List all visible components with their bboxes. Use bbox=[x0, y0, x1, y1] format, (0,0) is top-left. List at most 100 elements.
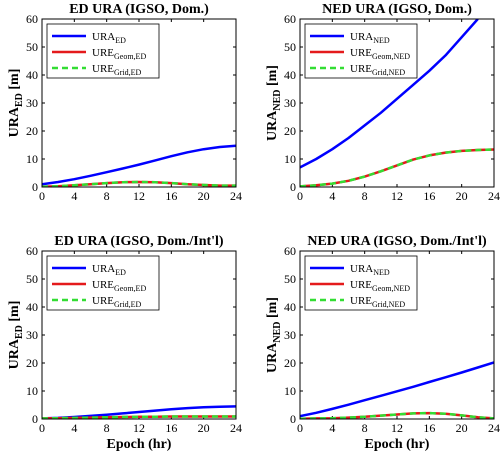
y-tick-label: 40 bbox=[26, 300, 38, 314]
x-tick-label: 12 bbox=[391, 421, 403, 435]
y-tick-label: 20 bbox=[284, 124, 296, 138]
series-line-1 bbox=[300, 19, 479, 169]
axes-box bbox=[41, 250, 237, 420]
y-tick-label: 50 bbox=[284, 272, 296, 286]
chart-panel-4: NED URA (IGSO, Dom./Int'l) 0 4 8 12 16 20 24 0 10… bbox=[265, 234, 500, 452]
legend-entry: UREGeom,NED bbox=[350, 47, 410, 61]
series-group bbox=[42, 144, 236, 187]
y-tick-label: 40 bbox=[26, 68, 38, 82]
legend-entry: UREGrid,ED bbox=[92, 63, 142, 77]
x-tick-label: 0 bbox=[39, 421, 45, 435]
y-tick-label: 0 bbox=[32, 412, 38, 426]
x-tick-label: 16 bbox=[165, 421, 177, 435]
legend-entry: UREGeom,NED bbox=[350, 279, 410, 293]
y-tick-label: 30 bbox=[26, 328, 38, 342]
x-tick-label: 8 bbox=[104, 421, 110, 435]
y-tick-label: 40 bbox=[284, 300, 296, 314]
series-line-3 bbox=[42, 180, 236, 187]
y-tick-label: 0 bbox=[290, 412, 296, 426]
chart-title: NED URA (IGSO, Dom./Int'l) bbox=[307, 234, 487, 249]
y-tick-label: 60 bbox=[26, 244, 38, 258]
y-tick-label: 30 bbox=[284, 328, 296, 342]
x-tick-label: 24 bbox=[230, 421, 242, 435]
legend-entry: URAED bbox=[92, 263, 126, 277]
x-tick-label: 0 bbox=[39, 189, 45, 203]
y-tick-label: 10 bbox=[284, 384, 296, 398]
y-tick-label: 30 bbox=[284, 96, 296, 110]
legend-entry: UREGrid,ED bbox=[92, 295, 142, 309]
axes-box bbox=[41, 18, 237, 188]
series-line-3 bbox=[42, 415, 236, 419]
x-tick-label: 4 bbox=[71, 421, 77, 435]
x-tick-label: 24 bbox=[230, 189, 242, 203]
chart-title: NED URA (IGSO, Dom.) bbox=[322, 2, 472, 17]
series-group bbox=[42, 405, 236, 419]
chart-panel-1: ED URA (IGSO, Dom.) 0 4 8 12 16 20 24 0 10 20 30 40 5… bbox=[7, 2, 242, 203]
x-tick-label: 12 bbox=[133, 421, 145, 435]
legend-entry: URANED bbox=[350, 31, 390, 45]
series-line-1 bbox=[42, 144, 236, 186]
x-tick-label: 0 bbox=[297, 189, 303, 203]
y-tick-label: 50 bbox=[26, 272, 38, 286]
y-tick-label: 40 bbox=[284, 68, 296, 82]
x-tick-label: 20 bbox=[198, 189, 210, 203]
x-tick-label: 16 bbox=[423, 421, 435, 435]
x-tick-label: 4 bbox=[329, 421, 335, 435]
series-line-3 bbox=[300, 411, 494, 419]
x-tick-label: 8 bbox=[104, 189, 110, 203]
y-tick-label: 60 bbox=[284, 244, 296, 258]
axes-box bbox=[299, 250, 495, 420]
x-tick-label: 4 bbox=[71, 189, 77, 203]
series-group bbox=[300, 361, 494, 419]
y-axis-label: URAED [m] bbox=[7, 301, 25, 370]
y-axis-label: URAED [m] bbox=[7, 69, 25, 138]
x-tick-label: 20 bbox=[198, 421, 210, 435]
y-tick-label: 20 bbox=[26, 356, 38, 370]
y-tick-label: 50 bbox=[284, 40, 296, 54]
chart-panel-2: NED URA (IGSO, Dom.) 0 4 8 12 16 20 24 0 10 20 30 40… bbox=[265, 2, 500, 203]
y-tick-label: 20 bbox=[284, 356, 296, 370]
x-tick-label: 4 bbox=[329, 189, 335, 203]
y-tick-label: 0 bbox=[32, 180, 38, 194]
legend-entry: UREGeom,ED bbox=[92, 279, 146, 293]
x-tick-label: 12 bbox=[133, 189, 145, 203]
y-tick-label: 30 bbox=[26, 96, 38, 110]
legend: URAED UREGeom,ED UREGrid,ED bbox=[46, 23, 160, 79]
legend: URANED UREGeom,NED UREGrid,NED bbox=[304, 255, 418, 311]
chart-panel-3: ED URA (IGSO, Dom./Int'l) 0 4 8 12 16 20 24 0 10 2… bbox=[7, 234, 242, 452]
x-axis-label: Epoch (hr) bbox=[365, 437, 430, 452]
x-tick-label: 20 bbox=[456, 421, 468, 435]
chart-title: ED URA (IGSO, Dom./Int'l) bbox=[54, 234, 224, 249]
series-line-1 bbox=[300, 361, 494, 418]
x-tick-label: 24 bbox=[488, 421, 500, 435]
series-line-3 bbox=[300, 148, 494, 187]
y-tick-label: 50 bbox=[26, 40, 38, 54]
series-group bbox=[300, 19, 494, 187]
legend-entry: UREGrid,NED bbox=[350, 63, 405, 77]
x-tick-label: 16 bbox=[423, 189, 435, 203]
axes-box bbox=[299, 18, 495, 188]
x-tick-label: 20 bbox=[456, 189, 468, 203]
legend-entry: URANED bbox=[350, 263, 390, 277]
y-tick-label: 0 bbox=[290, 180, 296, 194]
x-tick-label: 16 bbox=[165, 189, 177, 203]
y-tick-label: 60 bbox=[26, 12, 38, 26]
legend-entry: URAED bbox=[92, 31, 126, 45]
legend: URAED UREGeom,ED UREGrid,ED bbox=[46, 255, 160, 311]
y-tick-label: 10 bbox=[284, 152, 296, 166]
x-tick-label: 24 bbox=[488, 189, 500, 203]
y-tick-label: 20 bbox=[26, 124, 38, 138]
x-tick-label: 12 bbox=[391, 189, 403, 203]
y-axis-label: URANED [m] bbox=[265, 297, 283, 373]
x-axis-label: Epoch (hr) bbox=[107, 437, 172, 452]
y-tick-label: 60 bbox=[284, 12, 296, 26]
legend-entry: UREGrid,NED bbox=[350, 295, 405, 309]
y-axis-label: URANED [m] bbox=[265, 65, 283, 141]
legend: URANED UREGeom,NED UREGrid,NED bbox=[304, 23, 418, 79]
x-tick-label: 8 bbox=[362, 421, 368, 435]
chart-title: ED URA (IGSO, Dom.) bbox=[69, 2, 209, 17]
x-tick-label: 0 bbox=[297, 421, 303, 435]
y-tick-label: 10 bbox=[26, 384, 38, 398]
legend-entry: UREGeom,ED bbox=[92, 47, 146, 61]
